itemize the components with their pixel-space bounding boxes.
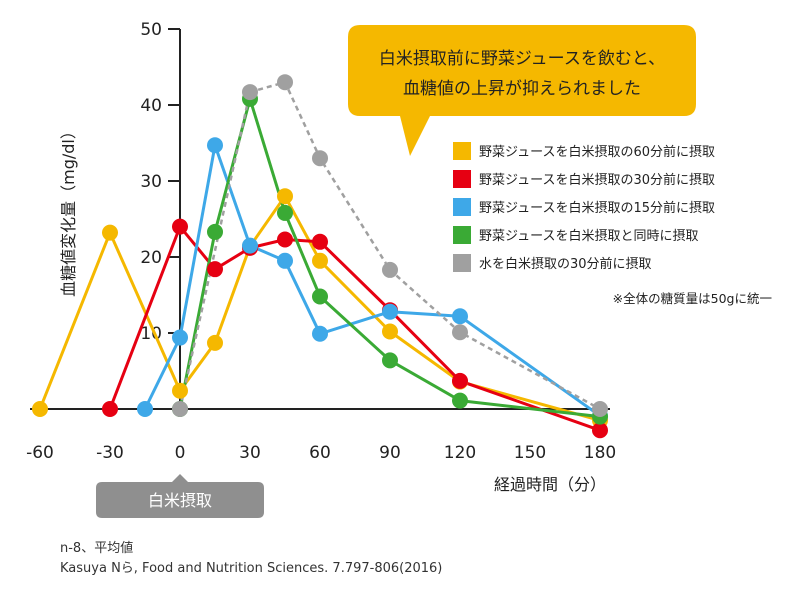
x-tick-label: 150 — [514, 443, 546, 463]
y-axis-title: 血糖値変化量（mg/dl） — [59, 123, 78, 297]
series-5-point — [277, 74, 293, 91]
series-1-point — [102, 224, 118, 241]
series-4-point — [312, 288, 328, 305]
x-tick-label: 0 — [175, 443, 186, 463]
series-1-point — [277, 188, 293, 205]
legend-swatch-3 — [453, 198, 471, 216]
callout-line-1: 白米摂取前に野菜ジュースを飲むと、 — [379, 49, 665, 69]
legend-label-2: 野菜ジュースを白米摂取の30分前に摂取 — [479, 172, 715, 188]
y-tick-label: 50 — [140, 20, 162, 40]
series-2-point — [172, 218, 188, 235]
y-tick-label: 30 — [140, 172, 162, 192]
legend-swatch-4 — [453, 226, 471, 244]
series-4-point — [207, 223, 223, 240]
x-tick-label: 90 — [379, 443, 401, 463]
series-line-4 — [178, 97, 601, 419]
series-1-point — [382, 323, 398, 340]
rice-intake-tag: 白米摂取 — [96, 474, 264, 518]
x-tick-label: -60 — [26, 443, 54, 463]
series-1-point — [207, 334, 223, 351]
series-3-point — [452, 308, 468, 325]
series-4-point — [277, 204, 293, 221]
note: ※全体の糖質量は50gに統一 — [613, 291, 772, 306]
series-2-point — [102, 401, 118, 417]
series-5-point — [452, 324, 468, 341]
series-3-point — [137, 401, 153, 417]
series-4-point — [452, 392, 468, 409]
series-2-point — [592, 422, 608, 439]
series-1-point — [32, 401, 48, 417]
series-1-point — [312, 252, 328, 269]
series-5-point — [592, 401, 608, 417]
callout-bubble: 白米摂取前に野菜ジュースを飲むと、 血糖値の上昇が抑えられました — [348, 25, 696, 156]
series-3-point — [277, 252, 293, 269]
series-5-point — [312, 150, 328, 167]
rice-intake-label: 白米摂取 — [148, 491, 212, 510]
footer-line-2: Kasuya Nら, Food and Nutrition Sciences. … — [60, 561, 442, 576]
series-4-point — [382, 352, 398, 369]
x-tick-label: -30 — [96, 443, 124, 463]
x-tick-label: 180 — [584, 443, 616, 463]
series-5-point — [242, 84, 258, 101]
y-tick-label: 20 — [140, 248, 162, 268]
legend-label-5: 水を白米摂取の30分前に摂取 — [479, 256, 652, 272]
series-2-point — [312, 233, 328, 250]
plot-area — [32, 74, 608, 439]
series-3-point — [312, 325, 328, 342]
series-2-point — [452, 372, 468, 389]
series-2-point — [277, 231, 293, 248]
legend-label-4: 野菜ジュースを白米摂取と同時に摂取 — [479, 228, 698, 244]
x-tick-label: 120 — [444, 443, 476, 463]
series-5-point — [172, 401, 188, 417]
series-2-point — [207, 261, 223, 278]
legend-swatch-5 — [453, 254, 471, 272]
footer-line-1: n-8、平均値 — [60, 540, 133, 556]
series-3-point — [382, 303, 398, 320]
series-line-1 — [38, 194, 601, 422]
legend-swatch-1 — [453, 142, 471, 160]
legend: 野菜ジュースを白米摂取の60分前に摂取野菜ジュースを白米摂取の30分前に摂取野菜… — [453, 142, 715, 272]
legend-label-1: 野菜ジュースを白米摂取の60分前に摂取 — [479, 144, 715, 160]
x-axis-title: 経過時間（分） — [494, 475, 606, 494]
legend-swatch-2 — [453, 170, 471, 188]
series-3-point — [207, 137, 223, 154]
legend-label-3: 野菜ジュースを白米摂取の15分前に摂取 — [479, 200, 715, 216]
x-tick-label: 60 — [309, 443, 331, 463]
series-5-point — [382, 261, 398, 278]
callout-line-2: 血糖値の上昇が抑えられました — [403, 79, 641, 99]
x-tick-label: 30 — [239, 443, 261, 463]
series-1-point — [172, 382, 188, 399]
series-3-point — [242, 237, 258, 254]
y-tick-label: 40 — [140, 96, 162, 116]
series-3-point — [172, 329, 188, 346]
